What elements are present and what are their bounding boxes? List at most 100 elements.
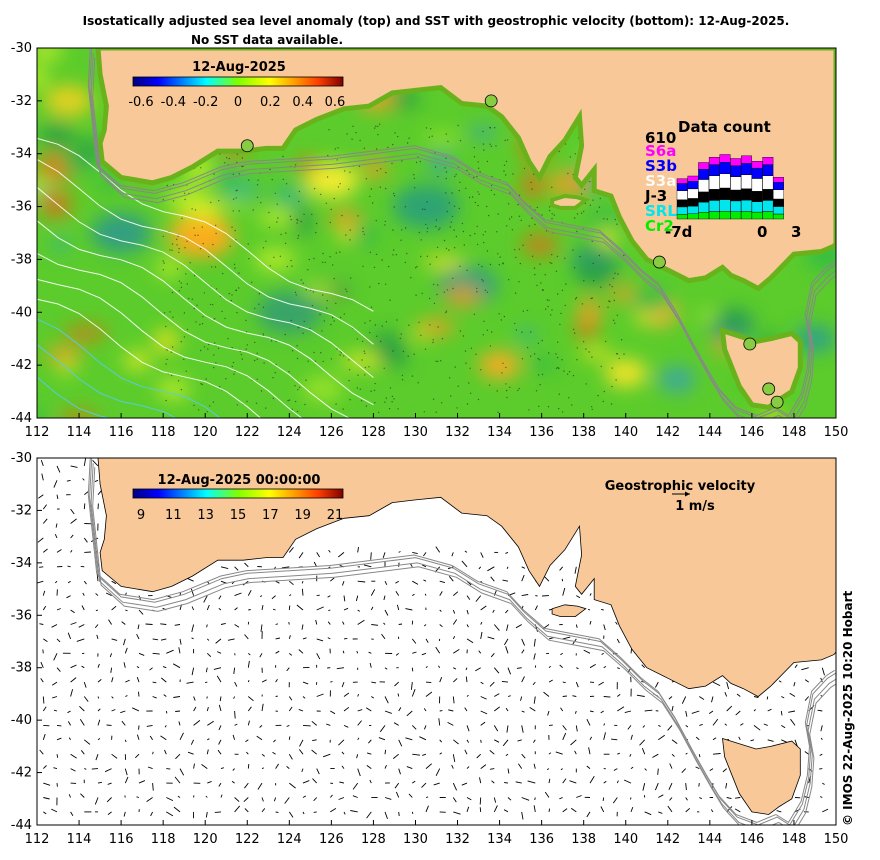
ssl-data-dot bbox=[313, 187, 316, 190]
ssl-data-dot bbox=[321, 330, 323, 332]
velocity-arrow bbox=[298, 749, 304, 755]
ssl-data-dot bbox=[439, 227, 441, 229]
velocity-arrow bbox=[533, 653, 536, 660]
ssl-data-dot bbox=[302, 332, 304, 334]
velocity-arrow bbox=[81, 605, 85, 611]
velocity-arrow bbox=[652, 753, 659, 758]
data-count-bar-segment bbox=[741, 155, 752, 164]
velocity-arrow bbox=[338, 739, 345, 746]
ssl-blob bbox=[91, 213, 152, 253]
velocity-arrow bbox=[179, 732, 184, 741]
ssl-data-dot bbox=[585, 383, 587, 385]
ssl-data-dot bbox=[556, 356, 559, 359]
velocity-arrow bbox=[152, 751, 154, 755]
data-count-bar-segment bbox=[741, 174, 752, 189]
lon-tick-label: 118 bbox=[151, 832, 176, 847]
ssl-data-dot bbox=[522, 244, 524, 246]
ssl-data-dot bbox=[166, 358, 168, 361]
velocity-arrow bbox=[448, 709, 454, 712]
velocity-arrow bbox=[521, 649, 525, 654]
data-count-bar-segment bbox=[730, 200, 742, 212]
velocity-arrow bbox=[438, 665, 441, 668]
velocity-arrow bbox=[109, 653, 113, 658]
ssl-data-dot bbox=[379, 186, 381, 188]
data-count-bar-segment bbox=[719, 154, 731, 163]
velocity-arrow bbox=[384, 765, 387, 769]
ssl-data-dot bbox=[437, 284, 439, 286]
ssl-data-dot bbox=[183, 192, 186, 194]
velocity-arrow bbox=[136, 633, 140, 640]
ssl-blob bbox=[576, 297, 602, 328]
ssl-blob bbox=[604, 359, 647, 388]
velocity-arrow bbox=[466, 609, 469, 615]
ssl-data-dot bbox=[548, 209, 551, 212]
velocity-arrow bbox=[586, 765, 591, 769]
velocity-arrow bbox=[384, 609, 389, 616]
velocity-arrow bbox=[617, 752, 620, 755]
velocity-arrow bbox=[191, 637, 194, 640]
colorbar-tick-label: -0.6 bbox=[128, 95, 153, 110]
velocity-arrow bbox=[642, 782, 646, 791]
velocity-arrow bbox=[187, 577, 194, 582]
geostrophic-velocity-arrows bbox=[37, 458, 829, 820]
shelf-bathymetry-lines bbox=[87, 48, 836, 418]
velocity-arrow bbox=[572, 695, 577, 697]
ssl-data-dot bbox=[270, 340, 273, 342]
ssl-data-dot bbox=[245, 319, 247, 322]
velocity-legend-scale: 1 m/s bbox=[675, 499, 715, 514]
velocity-arrow bbox=[493, 797, 497, 803]
ssl-data-dot bbox=[206, 411, 208, 413]
velocity-arrow bbox=[289, 782, 296, 789]
ssl-data-dot bbox=[393, 249, 395, 251]
velocity-arrow bbox=[338, 552, 345, 558]
velocity-arrow bbox=[256, 735, 263, 741]
velocity-arrow bbox=[574, 750, 577, 755]
data-count-bar-segment bbox=[773, 189, 784, 200]
ssl-data-dot bbox=[397, 135, 399, 138]
lon-tick-label: 130 bbox=[403, 425, 428, 440]
bathymetry-contour bbox=[87, 458, 835, 824]
velocity-arrow bbox=[366, 811, 372, 819]
velocity-arrow bbox=[629, 753, 632, 757]
data-count-bar-segment bbox=[708, 189, 720, 201]
velocity-arrow bbox=[365, 707, 372, 712]
figure-title: Isostatically adjusted sea level anomaly… bbox=[83, 14, 790, 28]
ssl-data-dot bbox=[454, 366, 456, 368]
velocity-arrow bbox=[790, 718, 796, 726]
data-count-bar-segment bbox=[751, 201, 763, 213]
ssl-data-dot bbox=[518, 387, 520, 390]
ssl-data-dot bbox=[598, 306, 600, 308]
ssl-data-dot bbox=[535, 390, 538, 392]
ssl-data-dot bbox=[477, 161, 479, 163]
velocity-arrow bbox=[735, 797, 741, 799]
velocity-arrow bbox=[424, 593, 427, 596]
velocity-arrow bbox=[244, 562, 249, 568]
ssl-data-dot bbox=[435, 225, 437, 228]
velocity-arrow bbox=[724, 723, 727, 726]
ssl-data-dot bbox=[169, 311, 171, 313]
ssl-data-dot bbox=[171, 346, 174, 348]
velocity-arrow bbox=[42, 706, 47, 712]
velocity-arrow bbox=[84, 768, 87, 770]
velocity-arrow bbox=[281, 566, 290, 569]
ssl-data-dot bbox=[417, 382, 419, 384]
data-count-bar-segment bbox=[741, 199, 752, 212]
ssl-data-dot bbox=[364, 322, 366, 324]
data-count-bar-segment bbox=[687, 213, 699, 220]
velocity-arrow bbox=[368, 651, 372, 654]
velocity-arrow bbox=[234, 723, 238, 726]
ssl-data-dot bbox=[445, 157, 447, 159]
velocity-arrow bbox=[216, 675, 222, 683]
velocity-arrow bbox=[338, 797, 345, 800]
ssl-data-dot bbox=[450, 395, 452, 397]
velocity-arrow bbox=[51, 808, 58, 813]
ssl-data-dot bbox=[408, 324, 410, 326]
ssl-data-dot bbox=[495, 145, 497, 147]
data-count-bar-segment bbox=[698, 201, 710, 213]
ssl-data-dot bbox=[162, 269, 164, 271]
velocity-arrow bbox=[544, 576, 550, 582]
data-count-bar-segment bbox=[698, 162, 710, 170]
velocity-arrow bbox=[395, 652, 399, 656]
ssl-data-dot bbox=[588, 351, 590, 353]
velocity-arrow bbox=[56, 754, 59, 758]
